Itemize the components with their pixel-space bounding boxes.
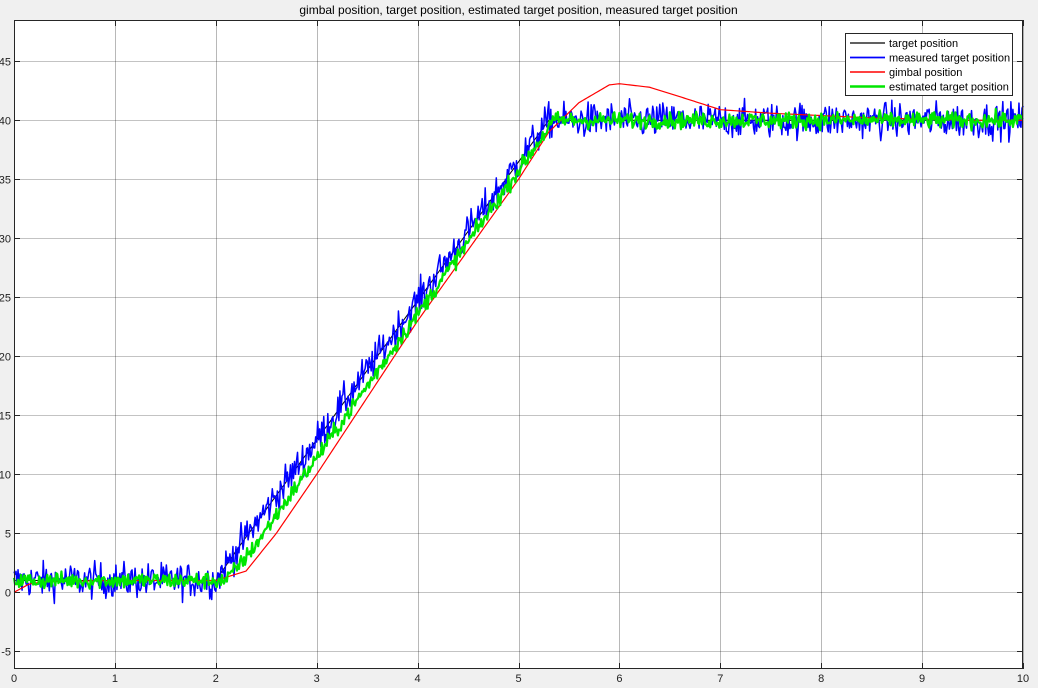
x-tick-labels: 0 1 2 3 4 5 6 7 8 9 10 (11, 673, 1029, 685)
chart-title: gimbal position, target position, estima… (299, 3, 737, 17)
plot-area (14, 20, 1023, 669)
x-tick-label: 10 (1017, 673, 1029, 685)
x-tick-label: 3 (314, 673, 320, 685)
y-tick-label: 25 (0, 292, 11, 304)
y-tick-label: 5 (5, 528, 11, 540)
y-tick-label: 15 (0, 410, 11, 422)
y-tick-label: 40 (0, 115, 11, 127)
x-tick-label: 2 (213, 673, 219, 685)
y-tick-label: 0 (5, 587, 11, 599)
y-tick-label: 20 (0, 351, 11, 363)
series-layer (12, 83, 1024, 605)
x-tick-label: 9 (919, 673, 925, 685)
x-tick-label: 6 (616, 673, 622, 685)
legend-label: estimated target position (889, 82, 1009, 94)
x-tick-label: 1 (112, 673, 118, 685)
series-line-estimated-target-position (12, 107, 1024, 590)
y-tick-label: 10 (0, 469, 11, 481)
legend-entries: target position measured target position g… (850, 38, 1010, 94)
x-tick-label: 5 (515, 673, 521, 685)
legend-box (845, 33, 1013, 96)
y-tick-labels: -5 0 5 10 15 20 25 30 35 40 45 (0, 56, 11, 658)
x-tick-label: 8 (818, 673, 824, 685)
legend-label: gimbal position (889, 67, 962, 79)
y-tick-label: 30 (0, 233, 11, 245)
y-tick-label: 35 (0, 174, 11, 186)
legend: target position measured target position g… (845, 33, 1013, 96)
y-tick-label: 45 (0, 56, 11, 68)
x-tick-label: 0 (11, 673, 17, 685)
legend-label: measured target position (889, 53, 1010, 65)
plot-border (14, 20, 1023, 669)
y-tick-label: -5 (1, 646, 11, 658)
x-tick-label: 7 (717, 673, 723, 685)
x-tick-label: 4 (415, 673, 421, 685)
legend-label: target position (889, 38, 958, 50)
